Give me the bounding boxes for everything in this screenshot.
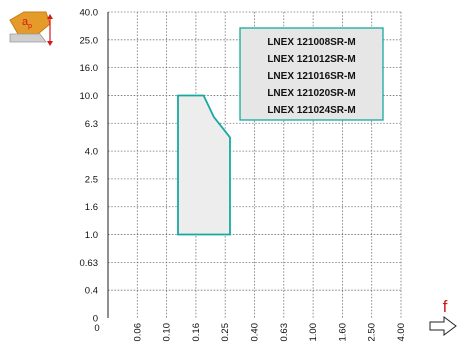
x-tick-label: 0.63: [279, 323, 290, 342]
legend-entry: LNEX 121012SR-M: [267, 54, 355, 65]
legend-entry: LNEX 121016SR-M: [267, 71, 355, 82]
y-tick-label: 6.3: [85, 119, 98, 130]
x-tick-label: 2.50: [367, 323, 378, 342]
x-tick-label: 1.00: [308, 323, 319, 342]
ap-label: ap: [22, 16, 32, 30]
y-tick-label: 0.4: [85, 286, 98, 297]
y-tick-label: 40.0: [80, 8, 99, 19]
y-tick-label: 0.63: [80, 258, 99, 269]
x-tick-label: 0.06: [132, 323, 143, 342]
legend: LNEX 121008SR-M LNEX 121012SR-M LNEX 121…: [239, 27, 384, 121]
insert-depth-of-cut-icon: ap: [9, 11, 54, 48]
x-tick-label: 0.25: [220, 323, 231, 342]
series: [177, 94, 231, 236]
legend-box: [239, 27, 384, 121]
y-tick-label: 2.5: [85, 174, 98, 185]
workpiece-shape-icon: [9, 33, 47, 43]
application-area-polygon: [177, 94, 231, 236]
y-tick-label: 1.6: [85, 202, 98, 213]
x-tick-label: 0.16: [191, 323, 202, 342]
y-tick-label: 25.0: [80, 35, 99, 46]
legend-entry: LNEX 121020SR-M: [267, 88, 355, 99]
x-tick-label: 0.40: [250, 323, 261, 342]
depth-arrow-head-top: [47, 14, 53, 19]
x-tick-label: 0: [94, 323, 99, 334]
x-tick-label: 4.00: [396, 323, 407, 342]
right-arrow-icon: [429, 316, 457, 336]
legend-entry: LNEX 121008SR-M: [267, 37, 355, 48]
x-tick-label: 0.10: [162, 323, 173, 342]
x-tick-label: 1.60: [337, 323, 348, 342]
f-axis-indicator: f: [429, 297, 457, 336]
y-tick-label: 0: [93, 314, 98, 325]
f-axis-label: f: [443, 297, 448, 316]
y-tick-label: 10.0: [80, 91, 99, 102]
y-tick-label: 4.0: [85, 147, 98, 158]
x-axis-ticks: 0 0.06 0.10 0.16 0.25 0.40 0.63 1.00 1.60 2.50 4.0…: [94, 323, 407, 342]
legend-entry: LNEX 121024SR-M: [267, 105, 355, 116]
depth-arrow-head-bottom: [47, 41, 53, 46]
y-tick-label: 16.0: [80, 63, 99, 74]
y-tick-label: 1.0: [85, 230, 98, 241]
y-axis-ticks: 40.0 25.0 16.0 10.0 6.3 4.0 2.5 1.6 1.0 0.63 0.4 0: [80, 8, 99, 325]
